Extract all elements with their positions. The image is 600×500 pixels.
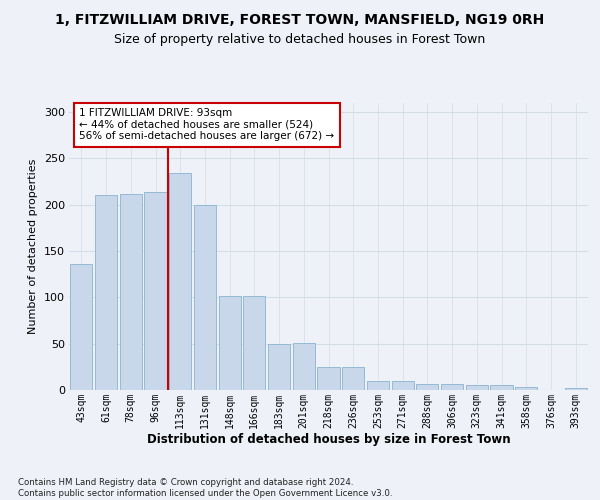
Bar xyxy=(490,386,512,390)
Bar xyxy=(441,384,463,390)
Bar xyxy=(243,296,265,390)
Bar xyxy=(194,204,216,390)
Text: Distribution of detached houses by size in Forest Town: Distribution of detached houses by size … xyxy=(147,432,511,446)
Bar xyxy=(145,192,167,390)
Bar xyxy=(416,384,439,390)
Text: Size of property relative to detached houses in Forest Town: Size of property relative to detached ho… xyxy=(115,32,485,46)
Bar xyxy=(367,380,389,390)
Y-axis label: Number of detached properties: Number of detached properties xyxy=(28,158,38,334)
Bar xyxy=(466,386,488,390)
Bar xyxy=(515,387,538,390)
Bar xyxy=(268,344,290,390)
Bar xyxy=(565,388,587,390)
Bar xyxy=(317,367,340,390)
Bar xyxy=(218,296,241,390)
Bar xyxy=(342,367,364,390)
Bar xyxy=(293,342,315,390)
Text: Contains HM Land Registry data © Crown copyright and database right 2024.
Contai: Contains HM Land Registry data © Crown c… xyxy=(18,478,392,498)
Text: 1 FITZWILLIAM DRIVE: 93sqm
← 44% of detached houses are smaller (524)
56% of sem: 1 FITZWILLIAM DRIVE: 93sqm ← 44% of deta… xyxy=(79,108,335,142)
Bar xyxy=(95,195,117,390)
Bar xyxy=(119,194,142,390)
Bar xyxy=(392,380,414,390)
Bar xyxy=(169,173,191,390)
Text: 1, FITZWILLIAM DRIVE, FOREST TOWN, MANSFIELD, NG19 0RH: 1, FITZWILLIAM DRIVE, FOREST TOWN, MANSF… xyxy=(55,12,545,26)
Bar xyxy=(70,264,92,390)
